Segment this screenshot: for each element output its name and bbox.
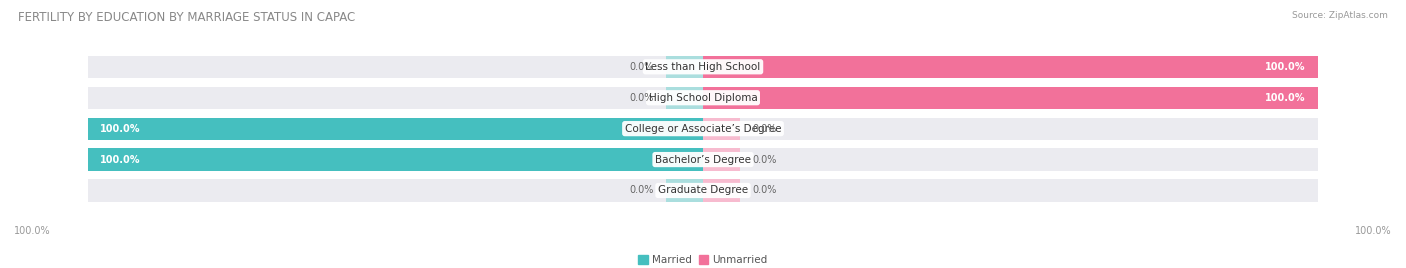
Bar — [703, 148, 740, 171]
Bar — [666, 179, 703, 202]
Bar — [703, 117, 1319, 140]
Text: 100.0%: 100.0% — [1265, 93, 1306, 103]
Bar — [87, 56, 703, 78]
Text: College or Associate’s Degree: College or Associate’s Degree — [624, 124, 782, 134]
Text: FERTILITY BY EDUCATION BY MARRIAGE STATUS IN CAPAC: FERTILITY BY EDUCATION BY MARRIAGE STATU… — [18, 11, 356, 24]
Bar — [87, 117, 703, 140]
Bar — [666, 87, 703, 109]
Bar — [703, 117, 740, 140]
Bar — [666, 56, 703, 78]
Bar — [703, 56, 1319, 78]
Bar — [87, 179, 703, 202]
Bar — [87, 148, 703, 171]
Bar — [703, 179, 740, 202]
Text: Graduate Degree: Graduate Degree — [658, 185, 748, 195]
Text: Source: ZipAtlas.com: Source: ZipAtlas.com — [1292, 11, 1388, 20]
Text: 100.0%: 100.0% — [1265, 62, 1306, 72]
Text: Bachelor’s Degree: Bachelor’s Degree — [655, 155, 751, 165]
Text: 100.0%: 100.0% — [14, 226, 51, 236]
Bar — [703, 56, 1319, 78]
Bar — [87, 148, 703, 171]
Text: 100.0%: 100.0% — [100, 124, 141, 134]
Bar — [87, 87, 703, 109]
Text: Less than High School: Less than High School — [645, 62, 761, 72]
Text: High School Diploma: High School Diploma — [648, 93, 758, 103]
Text: 100.0%: 100.0% — [100, 155, 141, 165]
Bar — [703, 148, 1319, 171]
Text: 0.0%: 0.0% — [752, 124, 776, 134]
Legend: Married, Unmarried: Married, Unmarried — [638, 255, 768, 265]
Bar — [703, 87, 1319, 109]
Bar — [87, 117, 703, 140]
Text: 0.0%: 0.0% — [752, 185, 776, 195]
Bar — [703, 179, 1319, 202]
Bar — [703, 87, 1319, 109]
Text: 0.0%: 0.0% — [630, 185, 654, 195]
Text: 0.0%: 0.0% — [630, 62, 654, 72]
Text: 0.0%: 0.0% — [630, 93, 654, 103]
Text: 100.0%: 100.0% — [1355, 226, 1392, 236]
Text: 0.0%: 0.0% — [752, 155, 776, 165]
